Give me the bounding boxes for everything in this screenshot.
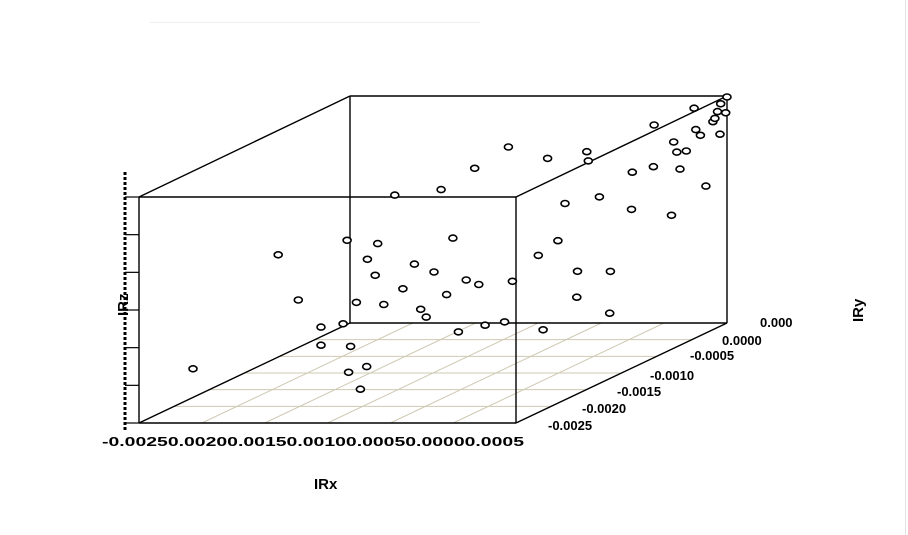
scatter-point <box>342 236 352 245</box>
scatter-point <box>338 319 348 328</box>
scatter-point <box>370 271 381 280</box>
scatter-point <box>626 205 637 214</box>
scatter-point <box>583 157 594 165</box>
scatter-point <box>675 165 685 173</box>
scatter-point <box>473 280 484 289</box>
scatter-point <box>666 211 677 220</box>
scatter-point <box>421 313 432 321</box>
scatter-point <box>480 321 490 330</box>
scatter-point <box>398 284 408 293</box>
x-axis-title: IRx <box>314 476 338 493</box>
scatter-point <box>345 342 356 351</box>
scatter-point <box>701 182 711 190</box>
y-tick-label: -0.0005 <box>690 348 734 363</box>
scatter-point <box>409 260 420 268</box>
scatter-point <box>681 147 692 155</box>
scatter-point <box>560 199 570 208</box>
scatter-point <box>362 255 373 264</box>
scatter-point <box>695 131 706 140</box>
floor-grid <box>138 322 728 424</box>
scatter-point <box>372 239 383 248</box>
y-tick-label: -0.0020 <box>582 401 626 416</box>
box-edge <box>138 322 351 424</box>
scatter-point <box>671 148 682 156</box>
scatter-point <box>469 164 480 173</box>
scatter-point <box>715 100 726 108</box>
scatter-point <box>722 93 732 101</box>
scatter-point <box>429 268 439 276</box>
x-tick-labels: -0.00250.00200.00150.00100.00050.00000.0… <box>102 434 524 449</box>
y-tick-label: 0.000 <box>760 315 793 330</box>
scatter-point <box>503 143 514 151</box>
z-axis <box>123 172 139 432</box>
scatter-point <box>293 296 304 304</box>
top-divider <box>150 22 480 23</box>
scatter-point <box>361 362 372 371</box>
scatter-point <box>389 191 400 199</box>
scatter-point <box>571 293 582 302</box>
scatter-point <box>648 162 659 171</box>
scatter-point <box>461 276 472 284</box>
scatter-point <box>715 130 725 138</box>
scatter-point <box>351 298 362 307</box>
right-divider <box>905 0 906 535</box>
scatter-point <box>533 251 544 260</box>
z-axis-title: IRz <box>115 294 132 317</box>
scatter-point <box>627 168 638 176</box>
scatter-point <box>542 154 553 163</box>
box-frame <box>138 95 728 424</box>
scatter-point <box>690 125 701 134</box>
scatter-point <box>316 341 326 350</box>
scatter-point <box>316 323 326 331</box>
box-edge <box>515 95 728 198</box>
y-tick-label: -0.0010 <box>650 368 694 383</box>
scatter-point <box>604 309 615 318</box>
scatter-point <box>343 368 354 377</box>
scatter-point <box>538 325 548 334</box>
scatter-point <box>605 267 616 276</box>
y-axis-title: IRy <box>850 298 867 322</box>
scatter-point <box>441 290 452 299</box>
scatter-point <box>499 318 510 326</box>
scatter-point <box>436 185 446 194</box>
scatter-point <box>649 121 659 129</box>
scatter-point <box>710 114 720 123</box>
scatter-point <box>668 138 679 146</box>
scatter-point <box>689 104 699 112</box>
scatter-point <box>581 147 592 156</box>
y-tick-labels: -0.0025-0.0020-0.0015-0.0010-0.00050.000… <box>548 315 793 433</box>
y-tick-label: -0.0025 <box>548 418 592 433</box>
data-points <box>188 93 732 394</box>
scatter-point <box>188 364 198 373</box>
scatter-point <box>720 109 731 117</box>
box-edge <box>138 95 351 198</box>
box-edge <box>515 322 728 424</box>
scatter-point <box>273 251 284 259</box>
scatter-point <box>355 385 366 394</box>
y-tick-label: -0.0015 <box>617 384 661 399</box>
scatter-point <box>507 277 518 286</box>
scatter-point <box>453 328 464 336</box>
scatter-point <box>572 267 583 276</box>
scatter-point <box>594 193 605 201</box>
scatter-point <box>415 305 426 314</box>
scatter-point <box>448 234 458 242</box>
scatter-point <box>553 236 563 245</box>
scatter-point <box>378 300 389 309</box>
scatter-point <box>712 107 723 116</box>
y-tick-label: 0.0000 <box>722 333 762 348</box>
